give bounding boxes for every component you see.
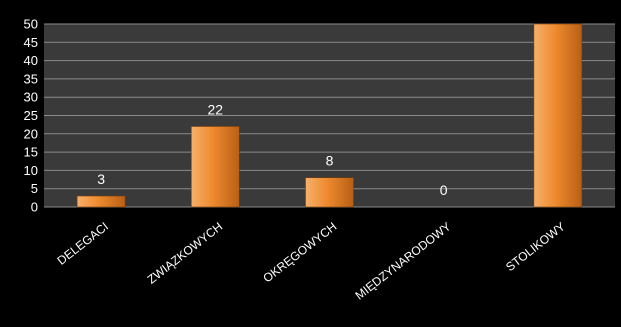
y-tick-label: 15 xyxy=(24,145,38,160)
data-labels: 3 22 8 0 xyxy=(97,101,448,198)
bar xyxy=(533,23,583,208)
y-tick-label: 10 xyxy=(24,163,38,178)
y-tick-label: 0 xyxy=(31,200,38,215)
data-label: 22 xyxy=(208,101,224,117)
y-tick-label: 25 xyxy=(24,108,38,123)
data-label: 3 xyxy=(97,171,105,187)
bars xyxy=(76,23,583,208)
y-tick-label: 40 xyxy=(24,53,38,68)
y-tick-label: 45 xyxy=(24,35,38,50)
y-tick-label: 30 xyxy=(24,90,38,105)
data-label: 8 xyxy=(326,153,334,169)
bar xyxy=(305,177,354,208)
y-tick-label: 35 xyxy=(24,71,38,86)
y-axis: 0 5 10 15 20 25 30 35 40 45 50 xyxy=(24,17,38,215)
y-tick-label: 20 xyxy=(24,126,38,141)
gridlines xyxy=(44,23,615,208)
bar xyxy=(191,126,240,208)
bar xyxy=(76,195,126,208)
y-tick-label: 5 xyxy=(31,181,38,196)
data-label: 0 xyxy=(440,182,448,198)
y-tick-label: 50 xyxy=(24,17,38,32)
